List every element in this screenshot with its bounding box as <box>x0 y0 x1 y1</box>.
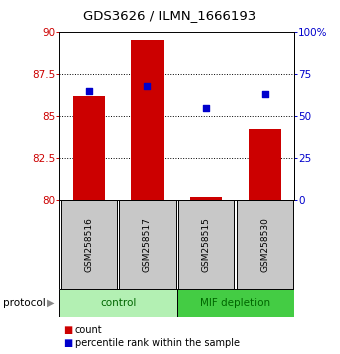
Text: percentile rank within the sample: percentile rank within the sample <box>75 338 240 348</box>
Bar <box>177 289 294 317</box>
Bar <box>190 196 222 200</box>
Bar <box>59 289 177 317</box>
Point <box>262 91 268 97</box>
Text: GSM258517: GSM258517 <box>143 217 152 272</box>
Bar <box>119 200 176 289</box>
Point <box>145 83 150 88</box>
Text: GSM258530: GSM258530 <box>260 217 269 272</box>
Bar <box>178 200 234 289</box>
Text: GSM258516: GSM258516 <box>84 217 93 272</box>
Bar <box>61 200 117 289</box>
Bar <box>131 40 164 200</box>
Bar <box>237 200 293 289</box>
Text: GDS3626 / ILMN_1666193: GDS3626 / ILMN_1666193 <box>83 10 257 22</box>
Text: control: control <box>100 298 136 308</box>
Text: ▶: ▶ <box>47 298 55 308</box>
Text: GSM258515: GSM258515 <box>202 217 210 272</box>
Point <box>203 105 209 110</box>
Text: MIF depletion: MIF depletion <box>200 298 271 308</box>
Text: count: count <box>75 325 102 335</box>
Bar <box>73 96 105 200</box>
Bar <box>249 129 281 200</box>
Text: ■: ■ <box>63 338 72 348</box>
Text: ■: ■ <box>63 325 72 335</box>
Point <box>86 88 91 93</box>
Text: protocol: protocol <box>3 298 46 308</box>
